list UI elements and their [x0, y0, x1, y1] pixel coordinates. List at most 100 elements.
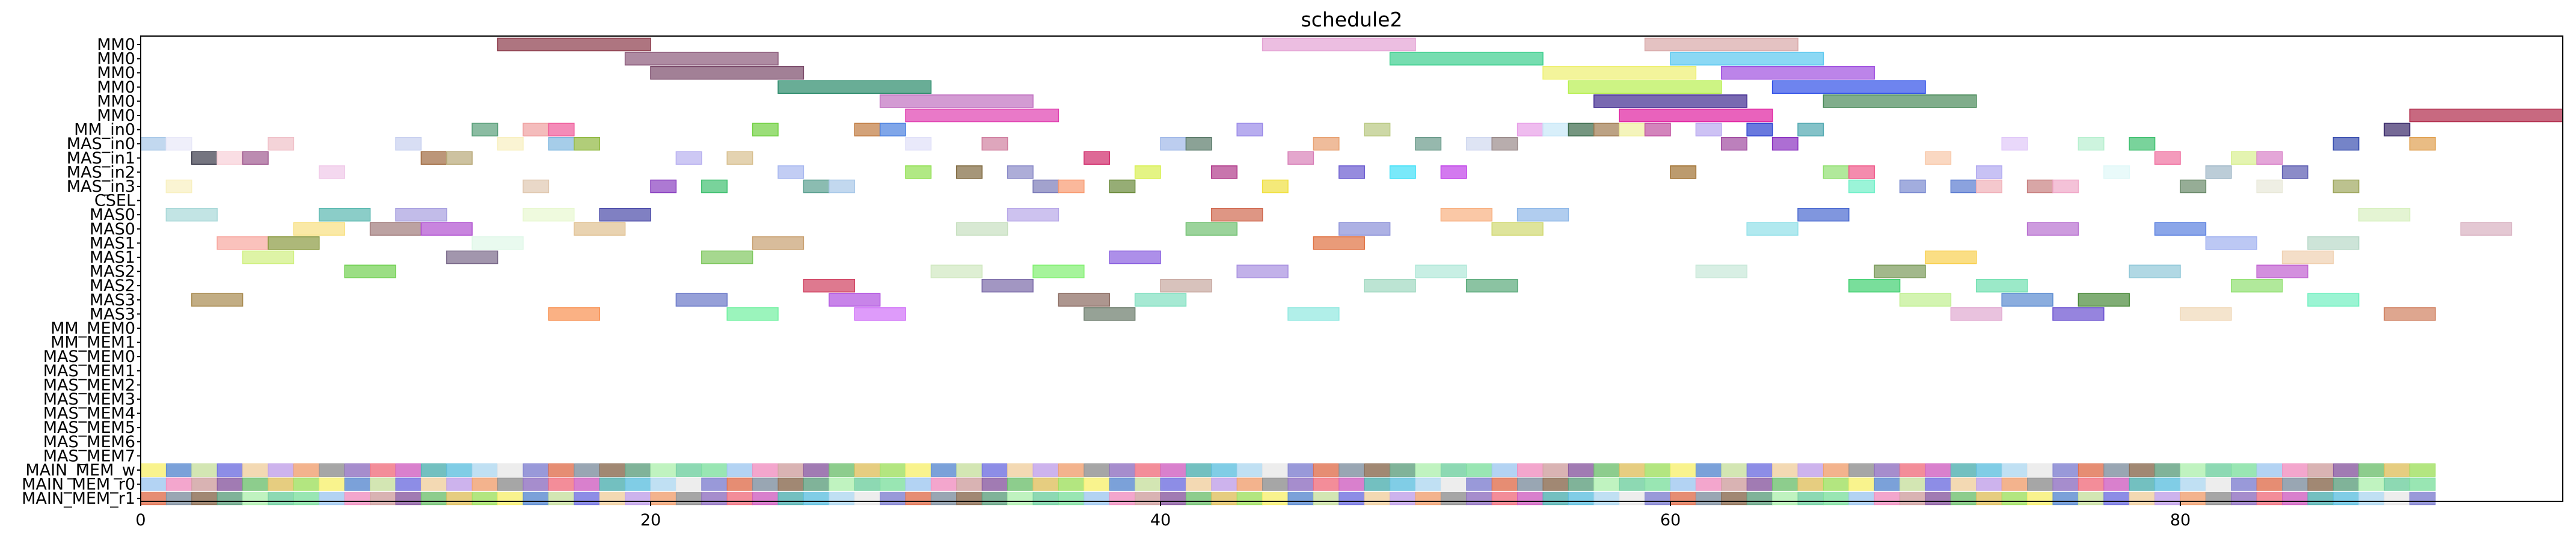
task-bar [2154, 151, 2181, 165]
task-bar [701, 250, 753, 264]
memory-segment [242, 492, 269, 506]
task-bar [1695, 264, 1747, 278]
task-bar [395, 207, 447, 222]
memory-segment [880, 492, 906, 506]
memory-segment [2332, 492, 2360, 506]
memory-segment [1900, 477, 1926, 491]
task-bar [777, 165, 805, 179]
task-bar [1771, 136, 1799, 151]
task-bar [599, 207, 651, 222]
memory-segment [752, 463, 779, 477]
memory-segment [1772, 477, 1799, 491]
memory-segment [1466, 477, 1492, 491]
memory-segment [752, 477, 779, 491]
task-bars [140, 37, 2563, 321]
memory-segment [1746, 492, 1773, 506]
memory-segment [2154, 477, 2181, 491]
task-bar [1542, 123, 1569, 136]
memory-segment [1262, 477, 1289, 491]
memory-segment [1746, 463, 1773, 477]
memory-segment [1721, 492, 1747, 506]
x-tick-label: 40 [1150, 511, 1171, 530]
memory-segment [675, 463, 702, 477]
memory-segment [1976, 492, 2002, 506]
task-bar [2460, 222, 2512, 236]
memory-segment [1287, 477, 1314, 491]
task-bar [1134, 165, 1161, 179]
task-bar [1593, 94, 1747, 108]
memory-segment [2027, 492, 2053, 506]
memory-segment [293, 463, 320, 477]
task-bar [1568, 80, 1722, 94]
memory-segment [803, 492, 830, 506]
task-bar [2231, 278, 2283, 293]
y-tick-label: MAS_MEM2 [43, 376, 135, 394]
task-bar [1644, 123, 1671, 136]
task-bar [1721, 66, 1875, 80]
memory-segment [777, 477, 804, 491]
y-tick-label: MM0 [97, 50, 135, 69]
memory-segment [803, 463, 830, 477]
memory-segment [2409, 463, 2436, 477]
memory-segment [216, 477, 244, 491]
memory-segment [1390, 492, 1416, 506]
memory-segment [1670, 477, 1696, 491]
y-tick-label: MM0 [97, 78, 135, 97]
memory-segment [2384, 477, 2411, 491]
task-bar [726, 307, 779, 321]
memory-segment [1976, 477, 2002, 491]
memory-segment [1287, 492, 1314, 506]
task-bar [268, 136, 295, 151]
task-bar [1491, 136, 1518, 151]
memory-segment [242, 463, 269, 477]
task-bar [1211, 207, 1263, 222]
memory-segment [981, 477, 1008, 491]
y-tick-label: MAS2 [90, 263, 135, 281]
task-bar [624, 52, 779, 66]
task-bar [1185, 222, 1237, 236]
memory-segment [2078, 463, 2105, 477]
memory-segment [1695, 463, 1722, 477]
memory-segment [675, 477, 702, 491]
task-bar [726, 151, 753, 165]
y-tick-label: MAS_in1 [67, 149, 135, 168]
task-bar [216, 151, 244, 165]
memory-segment [1491, 492, 1518, 506]
memory-segment [1109, 477, 1136, 491]
task-bar [395, 136, 422, 151]
memory-segment [2027, 477, 2053, 491]
memory-segment [1925, 463, 1951, 477]
memory-segment [1695, 492, 1722, 506]
y-tick-label: MAS1 [90, 248, 135, 267]
task-bar [1644, 37, 1799, 52]
task-bar [2332, 179, 2360, 194]
memory-segment [1032, 492, 1059, 506]
task-bar [446, 151, 473, 165]
memory-segment [370, 477, 396, 491]
memory-segment [1950, 477, 1977, 491]
chart-title: schedule2 [1301, 8, 1403, 31]
memory-segment [1109, 492, 1136, 506]
memory-segment [1797, 463, 1824, 477]
memory-segment [370, 463, 396, 477]
y-tick-label: MAS_in2 [67, 163, 135, 182]
memory-segment [344, 463, 371, 477]
task-bar [1007, 207, 1060, 222]
memory-segment [548, 477, 575, 491]
memory-segment [2129, 477, 2156, 491]
task-bar [1287, 151, 1314, 165]
task-bar [1236, 264, 1289, 278]
task-bar [1976, 165, 2002, 179]
memory-segment [1211, 492, 1237, 506]
memory-segment [599, 492, 626, 506]
task-bar [1516, 123, 1544, 136]
memory-segment [1364, 463, 1391, 477]
task-bar [1950, 179, 1977, 194]
memory-segment [293, 477, 320, 491]
task-bar [650, 179, 677, 194]
memory-segment [1568, 463, 1595, 477]
task-bar [1236, 123, 1263, 136]
memory-segment [268, 463, 294, 477]
memory-segment [2205, 492, 2232, 506]
memory-segment [599, 477, 626, 491]
